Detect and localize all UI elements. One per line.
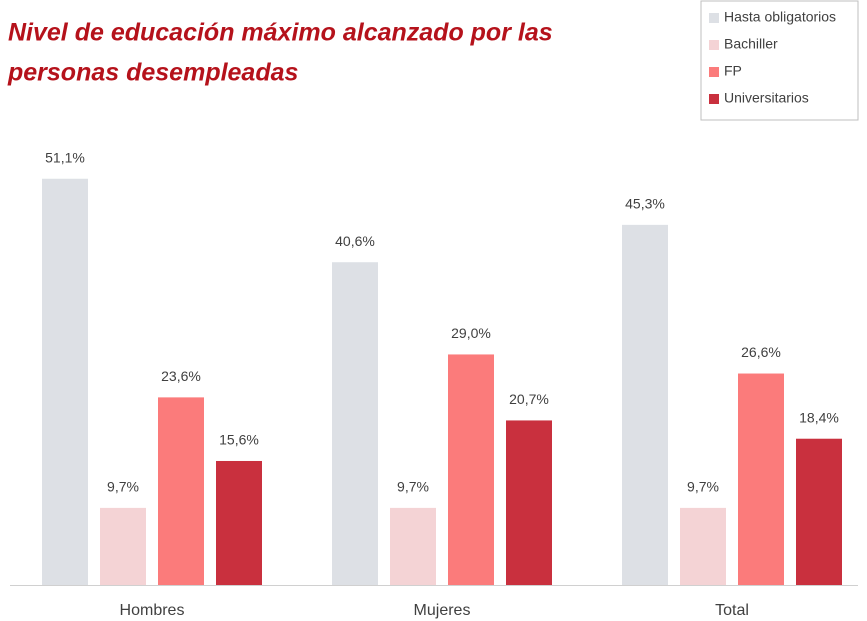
x-tick-label: Mujeres: [414, 602, 471, 619]
legend-swatch: [709, 13, 719, 23]
data-label: 51,1%: [45, 149, 85, 165]
data-label: 9,7%: [687, 479, 719, 495]
legend-label: FP: [724, 63, 742, 79]
bar: [738, 373, 784, 585]
bar: [448, 354, 494, 585]
bar: [680, 507, 726, 585]
bar: [42, 178, 88, 585]
data-label: 23,6%: [161, 368, 201, 384]
legend-swatch: [709, 67, 719, 77]
data-label: 20,7%: [509, 391, 549, 407]
legend-swatch: [709, 40, 719, 50]
x-tick-label: Total: [715, 602, 749, 619]
bar: [622, 224, 668, 586]
legend-box: [700, 0, 859, 121]
chart-title: Nivel de educación máximo alcanzado por …: [8, 19, 553, 47]
data-label: 15,6%: [219, 432, 259, 448]
bar: [390, 507, 436, 585]
legend-label: Universitarios: [724, 90, 809, 106]
bar: [216, 460, 262, 585]
bar: [100, 507, 146, 585]
bar: [506, 420, 552, 585]
bar: [796, 438, 842, 585]
data-label: 40,6%: [335, 233, 375, 249]
legend-swatch: [709, 94, 719, 104]
legend-label: Bachiller: [724, 36, 778, 52]
bar: [158, 397, 204, 585]
data-label: 26,6%: [741, 344, 781, 360]
data-label: 45,3%: [625, 196, 665, 212]
legend-label: Hasta obligatorios: [724, 9, 836, 25]
chart-title: personas desempleadas: [7, 59, 299, 87]
bar: [332, 262, 378, 585]
data-label: 9,7%: [397, 479, 429, 495]
data-label: 18,4%: [799, 409, 839, 425]
x-tick-label: Hombres: [120, 602, 185, 619]
data-label: 29,0%: [451, 325, 491, 341]
data-label: 9,7%: [107, 479, 139, 495]
